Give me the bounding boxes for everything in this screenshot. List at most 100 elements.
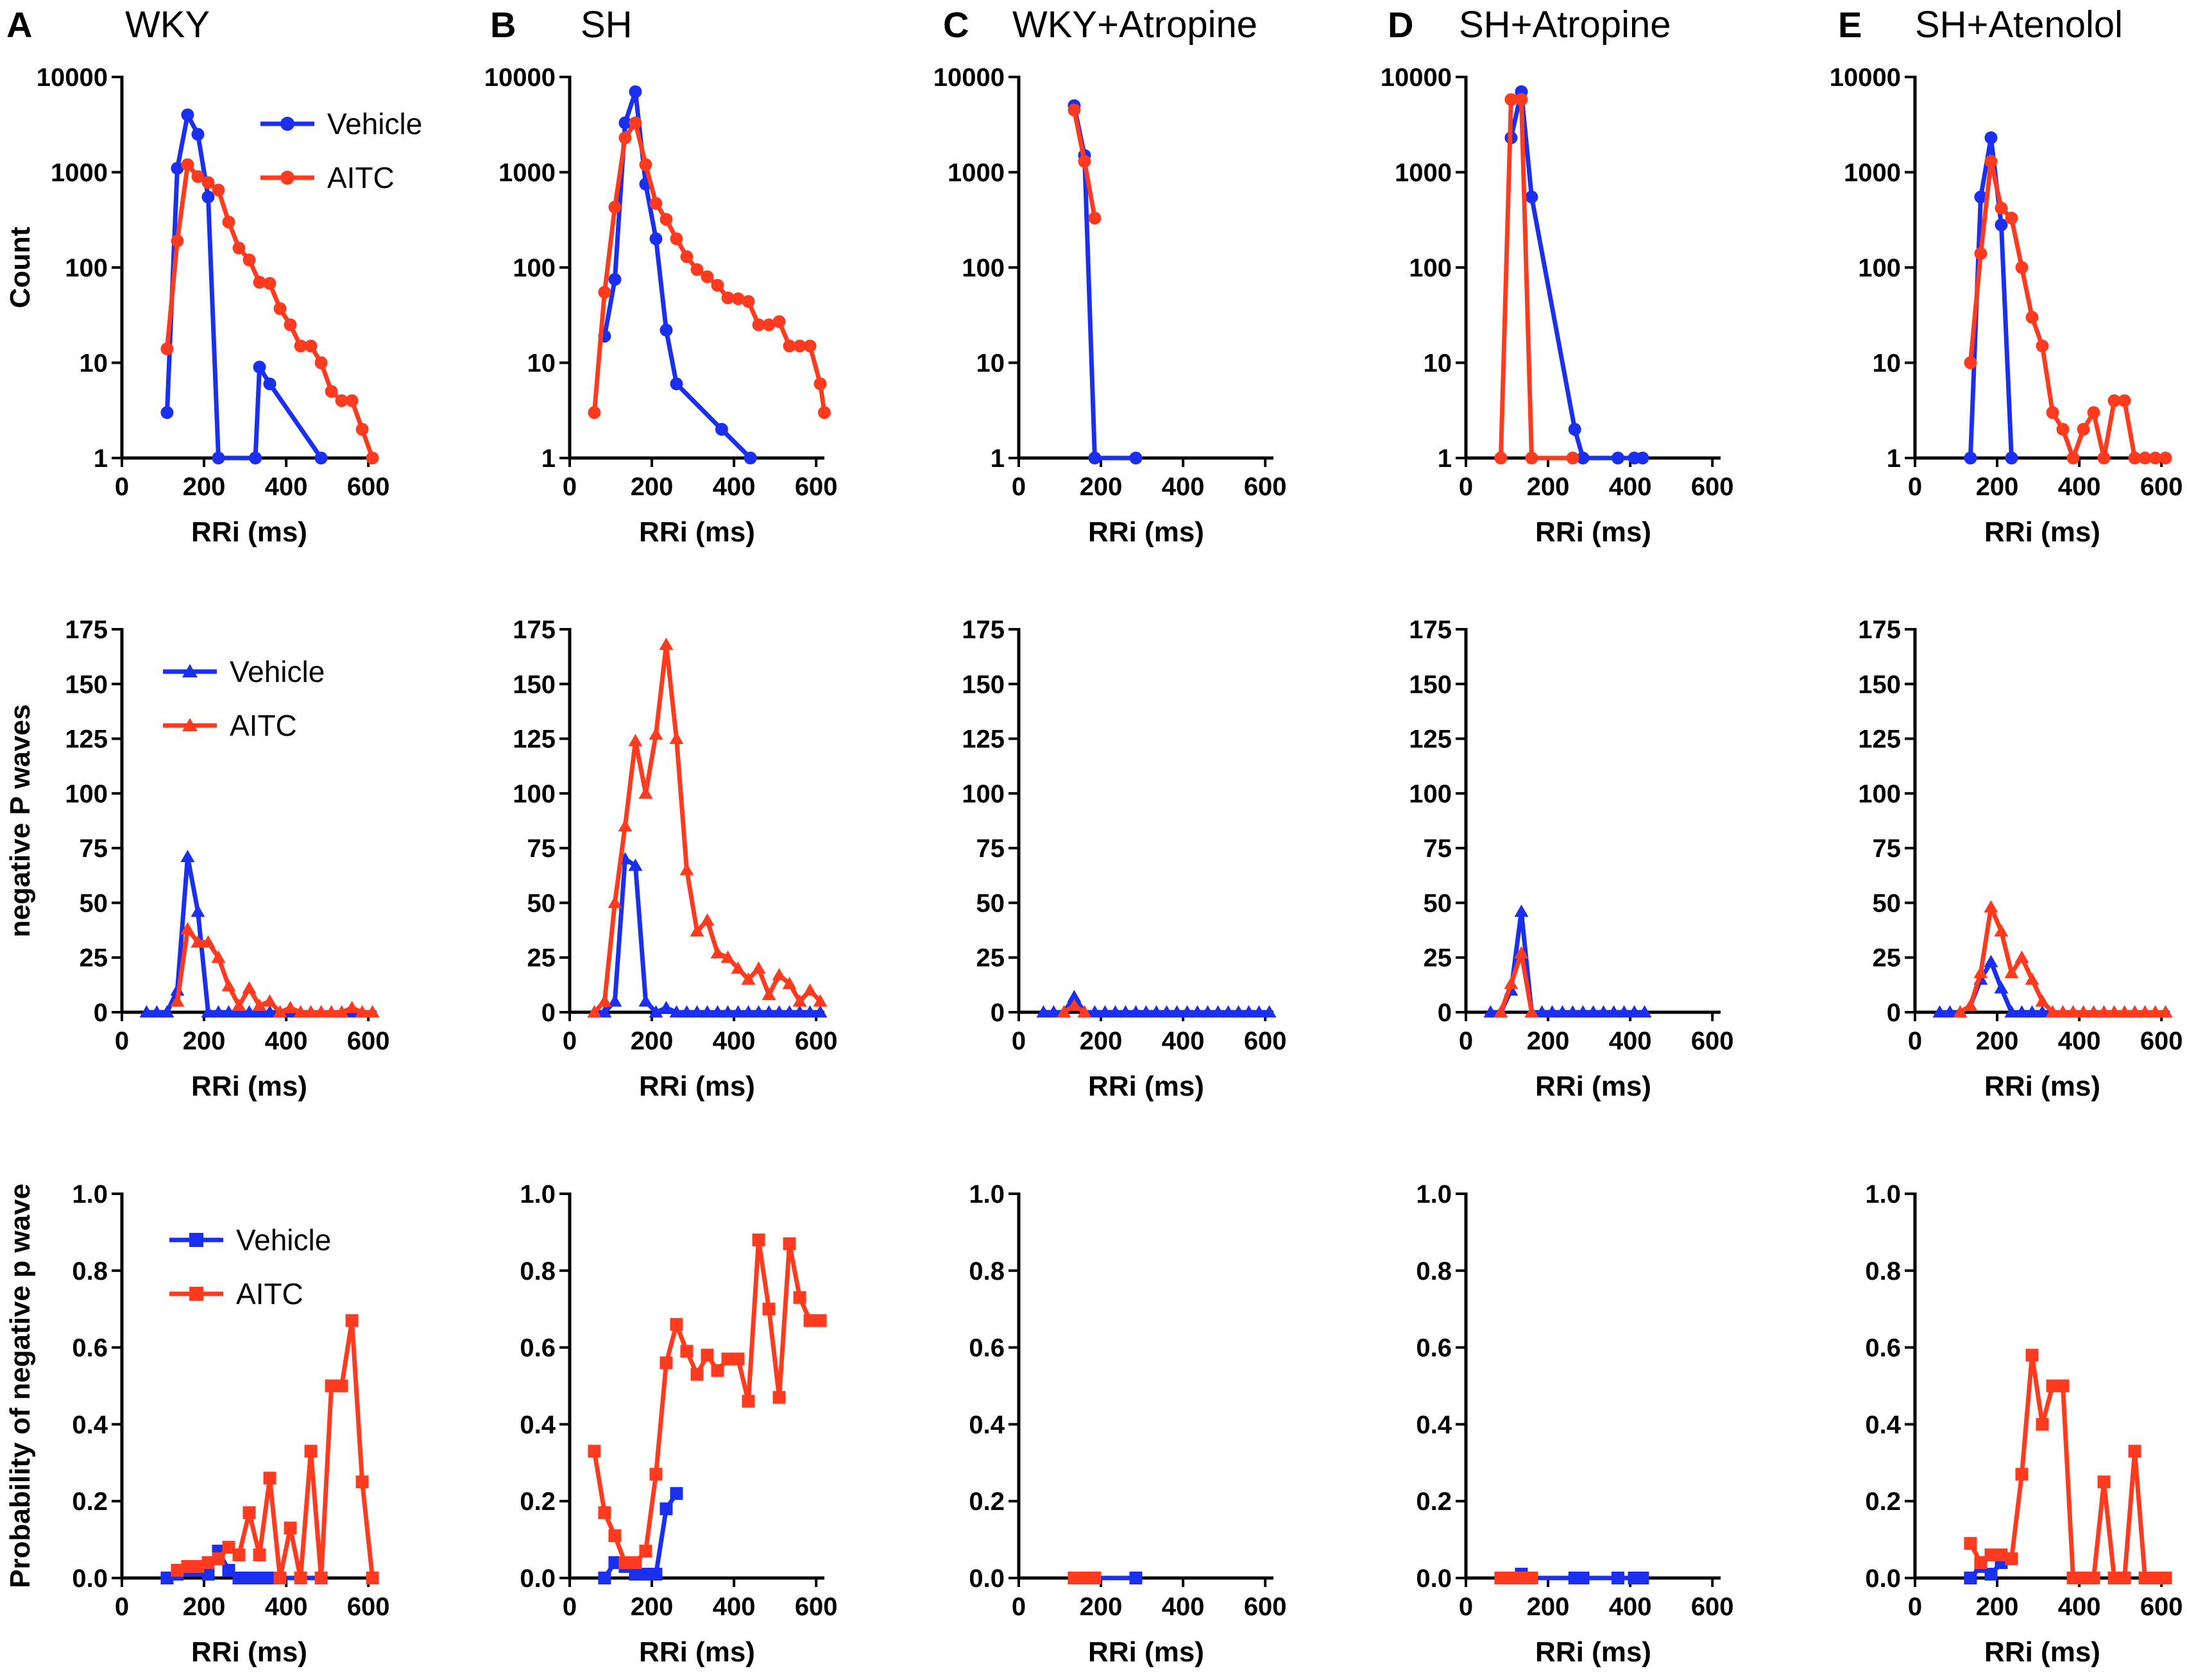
y-tick-label: 1000 bbox=[1844, 159, 1901, 187]
data-point bbox=[1984, 131, 1998, 144]
y-tick-label: 100 bbox=[513, 254, 556, 282]
y-tick-label: 50 bbox=[1424, 889, 1452, 917]
legend-item-vehicle: Vehicle bbox=[169, 1223, 331, 1257]
x-axis-label: RRi (ms) bbox=[1535, 1071, 1651, 1102]
data-point bbox=[1964, 452, 1977, 464]
y-tick-label: 125 bbox=[962, 725, 1005, 754]
y-tick-label: 1.0 bbox=[1865, 1180, 1901, 1209]
data-point bbox=[772, 1005, 787, 1018]
x-axis-label: RRi (ms) bbox=[191, 516, 307, 548]
data-point bbox=[629, 1568, 642, 1581]
x-axis-label: RRi (ms) bbox=[1535, 516, 1651, 548]
data-point bbox=[803, 1314, 817, 1327]
y-tick-label: 150 bbox=[513, 670, 556, 699]
x-tick-label: 400 bbox=[1162, 1027, 1205, 1055]
series-aitc bbox=[1068, 103, 1102, 225]
data-point bbox=[710, 946, 725, 959]
x-tick-label: 400 bbox=[2058, 473, 2101, 501]
y-tick-label: 0.6 bbox=[969, 1334, 1005, 1362]
series-line bbox=[164, 112, 323, 461]
y-axis-label: Count bbox=[4, 226, 36, 308]
data-point bbox=[628, 733, 643, 747]
x-tick-label: 400 bbox=[1162, 473, 1205, 501]
y-tick-label: 0.0 bbox=[1865, 1565, 1901, 1593]
data-point bbox=[243, 1572, 256, 1584]
x-tick-label: 0 bbox=[1012, 1027, 1026, 1055]
x-tick-label: 600 bbox=[1691, 473, 1734, 501]
data-point bbox=[2097, 1475, 2111, 1489]
data-point bbox=[597, 994, 612, 1007]
data-point bbox=[2107, 394, 2121, 407]
y-tick-label: 0.2 bbox=[1865, 1488, 1901, 1516]
data-point bbox=[1068, 103, 1081, 117]
data-point bbox=[782, 1005, 797, 1018]
data-point bbox=[762, 1302, 776, 1316]
data-point bbox=[813, 1314, 827, 1327]
data-point bbox=[2128, 1445, 2141, 1458]
data-point bbox=[762, 318, 776, 332]
series-line bbox=[1490, 909, 1645, 1015]
data-point bbox=[680, 1345, 694, 1358]
data-point bbox=[191, 128, 205, 141]
y-tick-label: 175 bbox=[1409, 616, 1452, 644]
data-point bbox=[792, 1005, 807, 1018]
x-tick-label: 400 bbox=[1609, 1593, 1652, 1621]
data-point bbox=[720, 950, 735, 963]
x-tick-label: 200 bbox=[631, 473, 674, 501]
legend-marker bbox=[189, 1287, 203, 1301]
data-point bbox=[334, 1005, 349, 1018]
y-tick-label: 0.8 bbox=[969, 1257, 1005, 1285]
data-point bbox=[1611, 452, 1624, 464]
data-point bbox=[273, 302, 287, 316]
legend-label: Vehicle bbox=[236, 1223, 331, 1257]
chart-panel-D2: 0 25 50 75 100 125 150 175 0 200 400 600 RRi (ms) bbox=[1409, 616, 1733, 1102]
data-point bbox=[160, 1572, 174, 1584]
series-line bbox=[594, 856, 821, 1015]
x-tick-label: 600 bbox=[1691, 1593, 1734, 1621]
x-tick-label: 200 bbox=[631, 1593, 674, 1621]
data-point bbox=[201, 1005, 216, 1018]
y-tick-label: 150 bbox=[1409, 670, 1452, 699]
legend-item-aitc: AITC bbox=[163, 709, 297, 742]
panel-title: WKY bbox=[125, 4, 210, 46]
x-tick-label: 400 bbox=[713, 473, 756, 501]
series-vehicle bbox=[1483, 904, 1652, 1018]
data-point bbox=[2005, 452, 2018, 464]
data-point bbox=[1494, 452, 1508, 464]
y-tick-label: 10000 bbox=[1381, 64, 1452, 92]
x-axis-label: RRi (ms) bbox=[1088, 516, 1204, 548]
data-point bbox=[1067, 998, 1082, 1012]
chart-panel-B3: 0.0 0.2 0.4 0.6 0.8 1.0 0 200 400 600 RRi (ms) bbox=[520, 1180, 837, 1668]
y-tick-label: 10 bbox=[1424, 350, 1452, 378]
data-point bbox=[294, 1572, 307, 1584]
data-point bbox=[669, 1005, 684, 1018]
data-point bbox=[211, 1005, 226, 1018]
y-tick-label: 0.4 bbox=[520, 1411, 556, 1439]
y-tick-label: 1000 bbox=[51, 159, 108, 187]
data-point bbox=[1068, 1572, 1081, 1584]
x-tick-label: 600 bbox=[2140, 1593, 2183, 1621]
x-tick-label: 0 bbox=[1459, 473, 1473, 501]
data-point bbox=[242, 981, 257, 994]
y-tick-label: 1000 bbox=[948, 159, 1005, 187]
data-point bbox=[324, 1005, 339, 1018]
data-point bbox=[1995, 201, 2008, 215]
data-point bbox=[1524, 1005, 1539, 1018]
data-point bbox=[2159, 452, 2172, 464]
data-point bbox=[1984, 1548, 1998, 1562]
data-point bbox=[2087, 406, 2100, 420]
data-point bbox=[283, 1001, 298, 1014]
data-point bbox=[1974, 191, 1987, 204]
data-point bbox=[2138, 452, 2152, 464]
x-tick-label: 600 bbox=[2140, 473, 2183, 501]
data-point bbox=[690, 263, 704, 276]
y-tick-label: 10000 bbox=[1830, 64, 1901, 92]
data-point bbox=[1995, 1548, 2008, 1562]
data-point bbox=[2014, 1005, 2029, 1018]
data-point bbox=[659, 637, 674, 650]
data-point bbox=[629, 116, 642, 130]
data-point bbox=[355, 423, 369, 436]
data-point bbox=[1994, 924, 2009, 937]
data-point bbox=[741, 972, 756, 985]
y-tick-label: 1 bbox=[1887, 445, 1901, 473]
